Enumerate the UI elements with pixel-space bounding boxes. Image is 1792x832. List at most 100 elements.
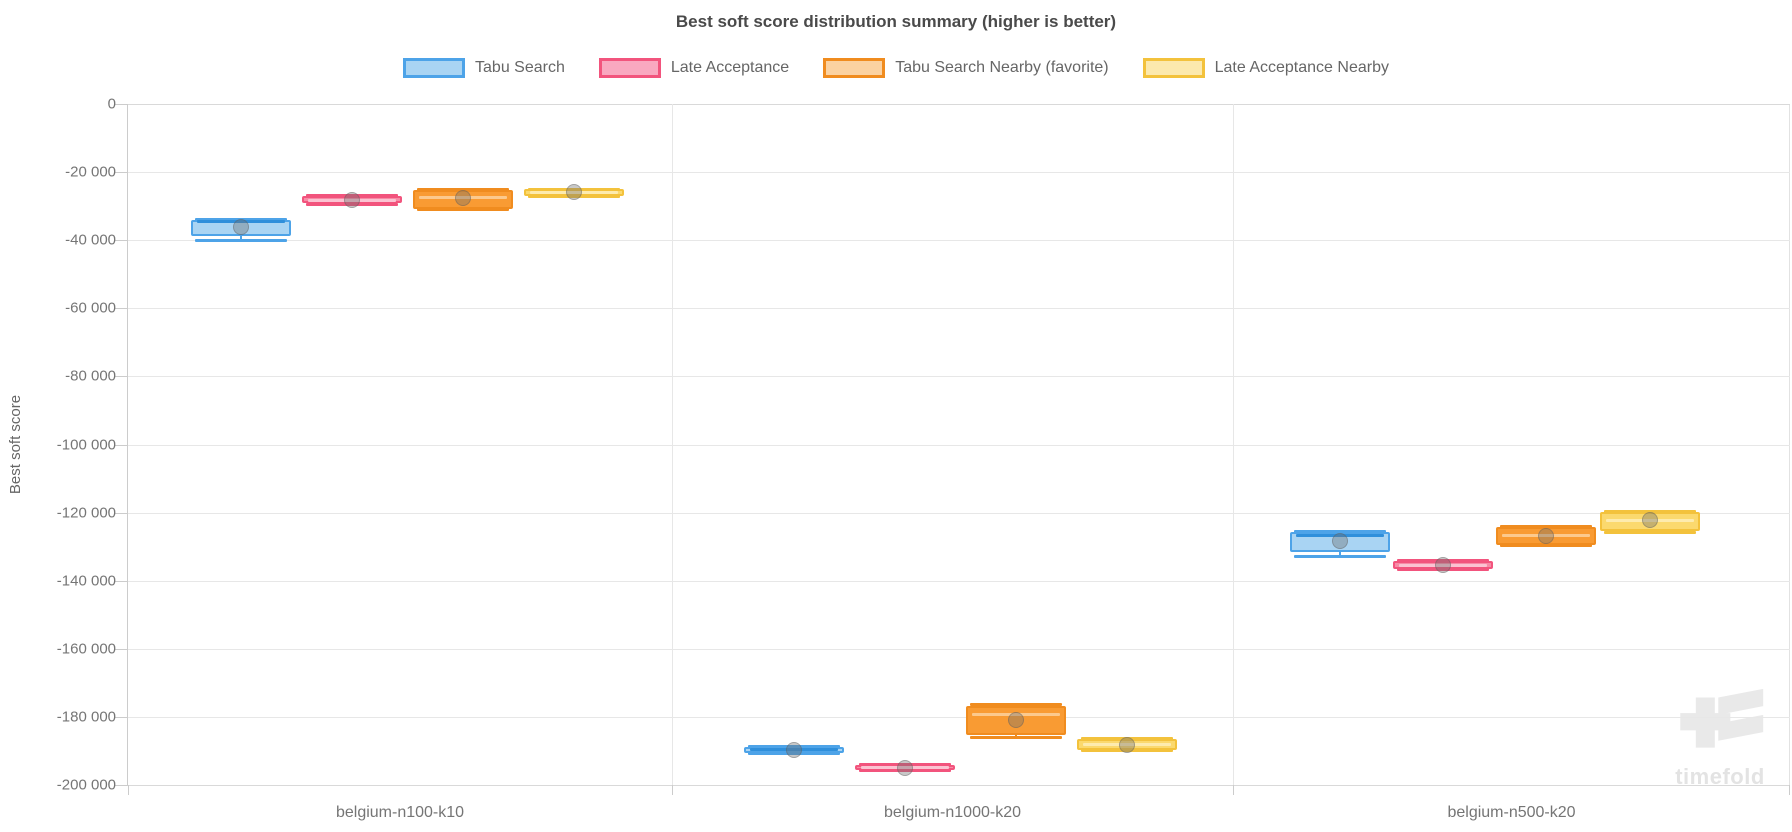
boxplot-late-acceptance-nearby-belgium-n500-k20[interactable] (1600, 104, 1701, 785)
legend-swatch (823, 58, 886, 78)
gridline (128, 580, 1790, 582)
boxplot-late-acceptance-nearby-belgium-n1000-k20[interactable] (1076, 104, 1177, 785)
y-tick-mark (115, 512, 128, 514)
gridline (128, 240, 1790, 242)
timefold-wordmark: timefold (1675, 764, 1765, 789)
y-tick-mark (115, 376, 128, 378)
whisker-cap-max (969, 702, 1062, 706)
boxplot-tabu-search-belgium-n500-k20[interactable] (1289, 104, 1390, 785)
legend-item-tabu-search-nearby-favorite[interactable]: Tabu Search Nearby (favorite) (823, 58, 1109, 78)
category-label-belgium-n1000-k20: belgium-n1000-k20 (884, 804, 1021, 821)
gridline (128, 376, 1790, 378)
legend-label: Late Acceptance Nearby (1214, 59, 1389, 76)
legend-item-late-acceptance-nearby[interactable]: Late Acceptance Nearby (1142, 58, 1389, 78)
y-tick-mark (115, 240, 128, 242)
y-tick-mark (115, 785, 128, 786)
mean-dot (896, 759, 913, 776)
gridline (128, 308, 1790, 310)
x-tick-mark (1789, 785, 1790, 795)
gridline (128, 172, 1790, 174)
y-tick-label: -140 000 (56, 572, 116, 590)
x-tick-mark (672, 785, 673, 795)
y-tick-label: -120 000 (56, 504, 116, 522)
category-label-belgium-n500-k20: belgium-n500-k20 (1447, 804, 1576, 821)
y-tick-mark (115, 172, 128, 174)
whisker-cap-min (1293, 555, 1386, 559)
boxplot-tabu-search-belgium-n1000-k20[interactable] (743, 104, 844, 785)
y-tick-mark (115, 444, 128, 446)
y-tick-mark (115, 716, 128, 718)
boxplot-late-acceptance-belgium-n100-k10[interactable] (302, 104, 403, 785)
boxplot-late-acceptance-belgium-n1000-k20[interactable] (854, 104, 955, 785)
y-tick-label: -80 000 (65, 367, 116, 385)
boxplot-tabu-search-nearby-favorite-belgium-n1000-k20[interactable] (965, 104, 1066, 785)
legend-swatch (598, 58, 661, 78)
legend-item-late-acceptance[interactable]: Late Acceptance (598, 58, 790, 78)
whisker-cap-min (969, 735, 1062, 739)
boxplot-tabu-search-belgium-n100-k10[interactable] (191, 104, 292, 785)
legend-label: Tabu Search (475, 59, 565, 76)
mean-dot (455, 190, 472, 207)
whisker-stem (1338, 552, 1341, 557)
chart-title: Best soft score distribution summary (hi… (675, 12, 1117, 31)
gridline (128, 104, 1790, 105)
y-tick-label: -20 000 (65, 163, 116, 181)
y-tick-mark (115, 308, 128, 310)
y-tick-mark (115, 648, 128, 650)
y-axis-title-text: Best soft score (7, 394, 25, 495)
legend-swatch (403, 58, 466, 78)
whisker-cap-max (1604, 509, 1697, 513)
boxplot-tabu-search-nearby-favorite-belgium-n500-k20[interactable] (1496, 104, 1597, 785)
y-tick-label: 0 (107, 95, 116, 113)
mean-dot (233, 219, 250, 236)
y-tick-label: -100 000 (56, 436, 116, 453)
y-axis-title: Best soft score (6, 104, 26, 785)
gridline (128, 648, 1790, 650)
plot-area: timefold 0 -20 000 -40 000 -60 000 -80 000 -1… (57, 96, 1790, 821)
legend: Tabu Search Late Acceptance Tabu Search Ne… (0, 58, 1792, 78)
y-tick-label: -200 000 (56, 776, 116, 794)
whisker-stem (240, 236, 243, 241)
mean-dot (344, 192, 361, 209)
gridline (128, 716, 1790, 718)
gridline (128, 785, 1790, 786)
panel-separator (1233, 104, 1234, 785)
whisker-cap-max (1293, 529, 1386, 533)
panel-separator (672, 104, 673, 785)
whisker-cap-max (417, 188, 510, 192)
mean-dot (1538, 528, 1555, 545)
gridline (128, 512, 1790, 514)
x-tick-mark (128, 785, 129, 795)
whisker-cap-max (1500, 524, 1593, 528)
gridline (128, 444, 1790, 446)
mean-dot (785, 741, 802, 758)
legend-item-tabu-search[interactable]: Tabu Search (403, 58, 565, 78)
y-tick-mark (115, 104, 128, 105)
whisker-cap-max (195, 217, 288, 221)
legend-swatch (1142, 58, 1205, 78)
mean-dot (1118, 736, 1135, 753)
whisker-cap-min (1500, 544, 1593, 548)
x-tick-mark (1233, 785, 1234, 795)
mean-dot (566, 184, 583, 201)
legend-label: Late Acceptance (670, 59, 790, 76)
watermark: timefold (1672, 682, 1768, 790)
mean-dot (1434, 557, 1451, 574)
boxplot-late-acceptance-nearby-belgium-n100-k10[interactable] (524, 104, 625, 785)
mean-dot (1331, 532, 1348, 549)
whisker-cap-min (1604, 530, 1697, 534)
mean-dot (1007, 711, 1024, 728)
y-tick-mark (115, 580, 128, 582)
whisker-cap-min (195, 238, 288, 242)
y-tick-label: -180 000 (56, 708, 116, 726)
y-tick-label: -40 000 (65, 231, 116, 249)
y-tick-label: -160 000 (56, 640, 116, 658)
boxplot-late-acceptance-belgium-n500-k20[interactable] (1392, 104, 1493, 785)
y-tick-label: -60 000 (65, 299, 116, 317)
legend-label: Tabu Search Nearby (favorite) (895, 59, 1109, 76)
category-label-belgium-n100-k10: belgium-n100-k10 (335, 804, 465, 821)
mean-dot (1642, 511, 1659, 528)
boxplot-tabu-search-nearby-favorite-belgium-n100-k10[interactable] (413, 104, 514, 785)
whisker-cap-min (417, 208, 510, 212)
